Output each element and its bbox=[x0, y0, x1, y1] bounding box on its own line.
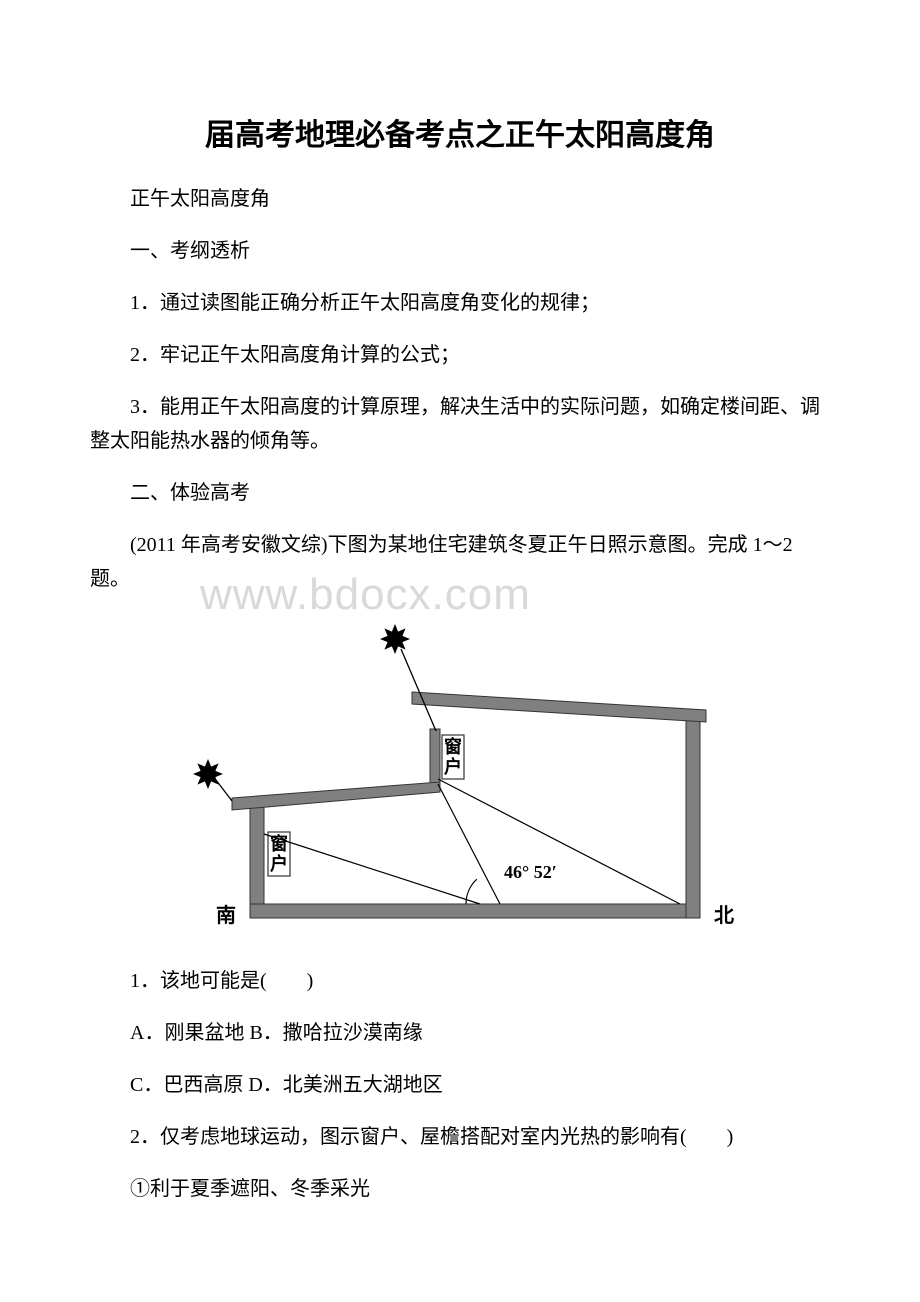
question-1: 1．该地可能是( ) bbox=[90, 964, 830, 998]
svg-text:户: 户 bbox=[270, 853, 288, 874]
svg-text:窗: 窗 bbox=[270, 833, 288, 854]
exam-intro: (2011 年高考安徽文综)下图为某地住宅建筑冬夏正午日照示意图。完成 1～2 … bbox=[90, 528, 830, 596]
question-2: 2．仅考虑地球运动，图示窗户、屋檐搭配对室内光热的影响有( ) bbox=[90, 1120, 830, 1154]
section-2-heading: 二、体验高考 bbox=[90, 476, 830, 510]
svg-text:窗: 窗 bbox=[444, 736, 462, 757]
svg-text:户: 户 bbox=[444, 756, 462, 777]
outline-point-3: 3．能用正午太阳高度的计算原理，解决生活中的实际问题，如确定楼间距、调整太阳能热… bbox=[90, 390, 830, 458]
question-1-options-ab: A．刚果盆地 B．撒哈拉沙漠南缘 bbox=[90, 1016, 830, 1050]
house-diagram: 窗户窗户46° 52′南北 bbox=[180, 614, 740, 944]
page-title: 届高考地理必备考点之正午太阳高度角 bbox=[90, 110, 830, 154]
subtitle: 正午太阳高度角 bbox=[90, 182, 830, 216]
svg-text:北: 北 bbox=[714, 904, 734, 927]
outline-point-1: 1．通过读图能正确分析正午太阳高度角变化的规律； bbox=[90, 286, 830, 320]
section-1-heading: 一、考纲透析 bbox=[90, 234, 830, 268]
question-1-options-cd: C．巴西高原 D．北美洲五大湖地区 bbox=[90, 1068, 830, 1102]
question-2-option-1: ①利于夏季遮阳、冬季采光 bbox=[90, 1172, 830, 1206]
svg-text:46° 52′: 46° 52′ bbox=[504, 862, 557, 882]
svg-text:南: 南 bbox=[216, 904, 236, 927]
outline-point-2: 2．牢记正午太阳高度角计算的公式； bbox=[90, 338, 830, 372]
